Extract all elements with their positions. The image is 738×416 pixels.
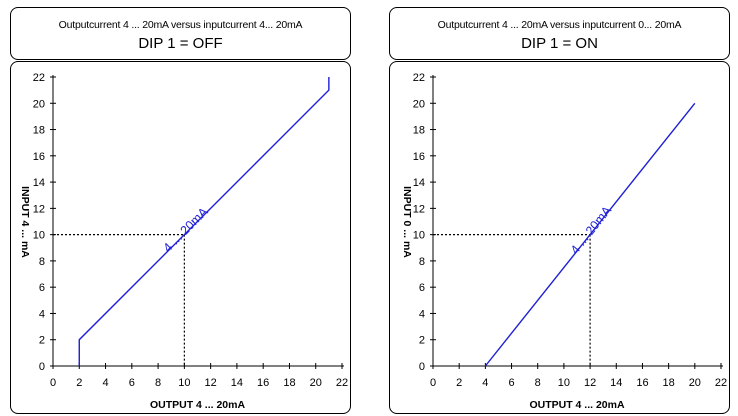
y-tick-label: 22	[413, 72, 425, 84]
chart-subtitle: Outputcurrent 4 ... 20mA versus inputcur…	[437, 19, 682, 31]
y-tick-label: 4	[419, 308, 425, 320]
y-tick-label: 20	[33, 98, 45, 110]
y-tick-label: 0	[419, 361, 425, 373]
x-axis-label: OUTPUT 4 ... 20mA	[529, 399, 625, 411]
x-tick-label: 6	[508, 377, 514, 389]
x-tick-label: 16	[636, 377, 648, 389]
y-tick-label: 16	[33, 151, 45, 163]
y-tick-label: 0	[39, 361, 45, 373]
x-tick-label: 14	[610, 377, 622, 389]
y-tick-label: 14	[33, 177, 45, 189]
x-tick-label: 2	[76, 377, 82, 389]
x-tick-label: 2	[456, 377, 462, 389]
series-line	[78, 77, 330, 366]
y-tick-label: 2	[419, 335, 425, 347]
y-tick-label: 18	[413, 125, 425, 137]
x-tick-label: 22	[715, 377, 727, 389]
x-tick-label: 0	[50, 377, 56, 389]
series-label: 4 ... 20mA	[160, 204, 211, 255]
chart-title: DIP 1 = OFF	[138, 35, 223, 52]
x-tick-label: 4	[482, 377, 488, 389]
chart-plot-right: 0 2 4 6 8 10 12 14 16 18 20 22 0 2 4 6 8 10 12 14 16 18 20 22 OU…	[401, 72, 727, 411]
chart-header-left: Outputcurrent 4 ... 20mA versus inputcur…	[10, 7, 351, 60]
series-line	[484, 102, 696, 367]
y-tick-label: 16	[413, 151, 425, 163]
y-tick-label: 4	[39, 308, 45, 320]
series-label: 4 ... 20mA	[568, 203, 615, 257]
y-tick-label: 12	[33, 203, 45, 215]
chart-frame-left	[10, 61, 351, 414]
x-tick-label: 18	[283, 377, 295, 389]
x-tick-label: 20	[310, 377, 322, 389]
chart-header-right: Outputcurrent 4 ... 20mA versus inputcur…	[389, 7, 730, 60]
x-tick-label: 20	[689, 377, 701, 389]
x-axis-label: OUTPUT 4 ... 20mA	[150, 399, 246, 411]
x-tick-label: 12	[205, 377, 217, 389]
x-tick-label: 0	[430, 377, 436, 389]
y-tick-label: 6	[39, 282, 45, 294]
x-tick-label: 4	[102, 377, 108, 389]
y-tick-label: 14	[413, 177, 425, 189]
y-tick-label: 20	[413, 98, 425, 110]
x-tick-label: 8	[535, 377, 541, 389]
y-tick-label: 10	[413, 230, 425, 242]
y-tick-label: 12	[413, 203, 425, 215]
y-tick-label: 8	[39, 256, 45, 268]
x-tick-label: 8	[155, 377, 161, 389]
y-tick-label: 8	[419, 256, 425, 268]
x-tick-label: 14	[231, 377, 243, 389]
y-tick-label: 10	[33, 230, 45, 242]
y-tick-label: 6	[419, 282, 425, 294]
x-tick-label: 18	[663, 377, 675, 389]
y-tick-label: 18	[33, 125, 45, 137]
x-tick-label: 12	[584, 377, 596, 389]
x-tick-label: 6	[129, 377, 135, 389]
y-tick-label: 22	[33, 72, 45, 84]
x-tick-label: 22	[336, 377, 348, 389]
x-tick-label: 10	[178, 377, 190, 389]
y-axis-label: INPUT 0 ... mA	[401, 186, 413, 258]
chart-frame-right	[389, 61, 730, 414]
y-axis-label: INPUT 4 ... mA	[19, 186, 31, 258]
x-tick-label: 16	[257, 377, 269, 389]
chart-title: DIP 1 = ON	[521, 35, 598, 52]
chart-subtitle: Outputcurrent 4 ... 20mA versus inputcur…	[58, 19, 303, 31]
chart-plot-left: 0 2 4 6 8 10 12 14 16 18 20 22 0 2 4 6 8 10 12 14 16 18 20 22 OU…	[19, 72, 348, 411]
y-tick-label: 2	[39, 335, 45, 347]
x-tick-label: 10	[558, 377, 570, 389]
